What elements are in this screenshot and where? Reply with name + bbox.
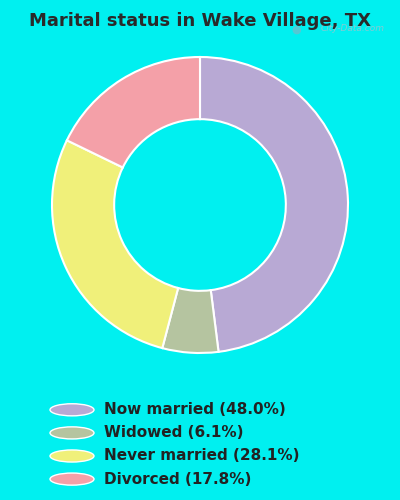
Wedge shape: [52, 140, 178, 348]
Text: City-Data.com: City-Data.com: [321, 24, 385, 34]
Circle shape: [50, 473, 94, 485]
Wedge shape: [200, 57, 348, 352]
Text: Marital status in Wake Village, TX: Marital status in Wake Village, TX: [29, 12, 371, 30]
Circle shape: [50, 450, 94, 462]
Text: Widowed (6.1%): Widowed (6.1%): [104, 426, 244, 440]
Text: Never married (28.1%): Never married (28.1%): [104, 448, 300, 464]
Circle shape: [50, 404, 94, 416]
Circle shape: [50, 427, 94, 439]
Text: Divorced (17.8%): Divorced (17.8%): [104, 472, 251, 486]
Wedge shape: [162, 288, 218, 353]
Text: Now married (48.0%): Now married (48.0%): [104, 402, 286, 417]
Text: ●: ●: [292, 24, 302, 34]
Wedge shape: [67, 57, 200, 168]
